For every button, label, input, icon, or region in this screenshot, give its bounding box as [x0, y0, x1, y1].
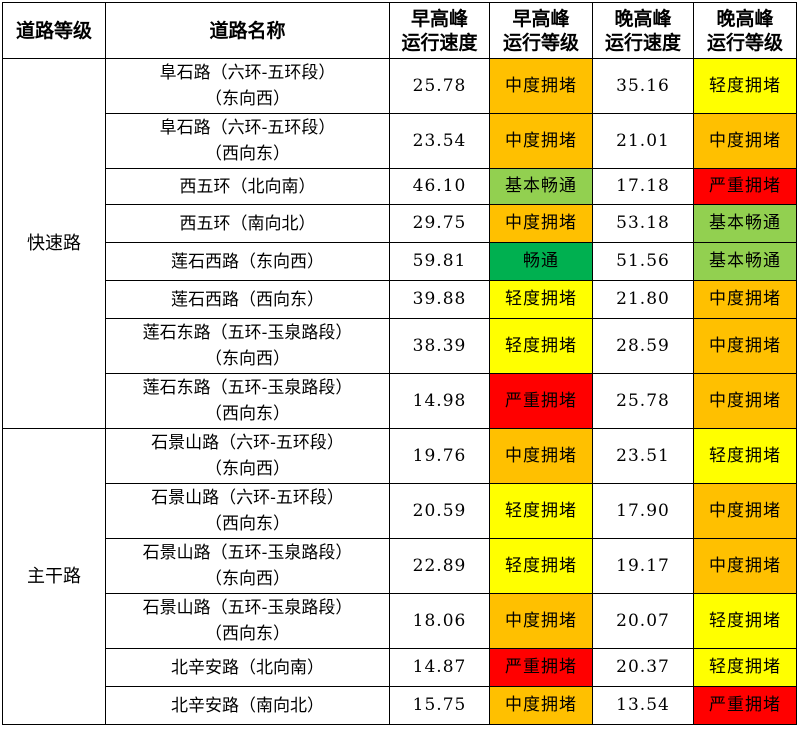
pm-speed-cell: 17.90	[592, 483, 694, 539]
road-grade-cell: 主干路	[2, 428, 106, 725]
header-am-level: 早高峰 运行等级	[489, 2, 593, 59]
table-row: 北辛安路（北向南） 14.87 严重拥堵 20.37 轻度拥堵	[3, 648, 797, 687]
am-level-cell: 畅通	[489, 242, 593, 281]
pm-level-cell: 严重拥堵	[693, 686, 797, 725]
road-name-cell: 北辛安路（南向北）	[105, 686, 390, 725]
am-speed-cell: 22.89	[389, 538, 490, 594]
pm-speed-cell: 23.51	[592, 428, 694, 484]
pm-level-cell: 轻度拥堵	[693, 593, 797, 649]
table-row: 石景山路（五环-玉泉路段） （西向东） 18.06 中度拥堵 20.07 轻度拥堵	[3, 593, 797, 649]
pm-level-cell: 中度拥堵	[693, 280, 797, 319]
table-row: 莲石西路（西向东） 39.88 轻度拥堵 21.80 中度拥堵	[3, 280, 797, 319]
am-speed-cell: 19.76	[389, 428, 490, 484]
pm-speed-cell: 35.16	[592, 58, 694, 114]
table-row: 石景山路（五环-玉泉路段） （东向西） 22.89 轻度拥堵 19.17 中度拥堵	[3, 538, 797, 594]
road-name-cell: 北辛安路（北向南）	[105, 648, 390, 687]
am-speed-cell: 39.88	[389, 280, 490, 319]
pm-speed-cell: 28.59	[592, 318, 694, 374]
road-name-cell: 西五环（北向南）	[105, 168, 390, 205]
road-name-cell: 阜石路（六环-五环段） （东向西）	[105, 58, 390, 114]
pm-level-cell: 中度拥堵	[693, 373, 797, 429]
pm-level-cell: 基本畅通	[693, 242, 797, 281]
am-speed-cell: 20.59	[389, 483, 490, 539]
road-name-cell: 石景山路（六环-五环段） （西向东）	[105, 483, 390, 539]
am-level-cell: 严重拥堵	[489, 648, 593, 687]
road-name-cell: 石景山路（五环-玉泉路段） （西向东）	[105, 593, 390, 649]
pm-speed-cell: 20.37	[592, 648, 694, 687]
road-grade-cell: 快速路	[2, 58, 106, 429]
table-row: 西五环（北向南） 46.10 基本畅通 17.18 严重拥堵	[3, 168, 797, 205]
pm-level-cell: 轻度拥堵	[693, 58, 797, 114]
am-speed-cell: 18.06	[389, 593, 490, 649]
road-name-cell: 石景山路（六环-五环段） （东向西）	[105, 428, 390, 484]
pm-level-cell: 中度拥堵	[693, 538, 797, 594]
pm-speed-cell: 19.17	[592, 538, 694, 594]
road-name-cell: 莲石西路（西向东）	[105, 280, 390, 319]
am-level-cell: 中度拥堵	[489, 113, 593, 169]
road-name-cell: 莲石西路（东向西）	[105, 242, 390, 281]
road-name-cell: 西五环（南向北）	[105, 204, 390, 243]
am-speed-cell: 14.98	[389, 373, 490, 429]
am-level-cell: 中度拥堵	[489, 428, 593, 484]
road-name-cell: 莲石东路（五环-玉泉路段） （西向东）	[105, 373, 390, 429]
am-speed-cell: 29.75	[389, 204, 490, 243]
header-am-speed: 早高峰 运行速度	[389, 2, 490, 59]
pm-speed-cell: 21.80	[592, 280, 694, 319]
header-pm-level: 晚高峰 运行等级	[693, 2, 797, 59]
am-level-cell: 轻度拥堵	[489, 280, 593, 319]
header-grade: 道路等级	[2, 2, 106, 59]
table-row: 北辛安路（南向北） 15.75 中度拥堵 13.54 严重拥堵	[3, 686, 797, 725]
pm-speed-cell: 53.18	[592, 204, 694, 243]
am-speed-cell: 23.54	[389, 113, 490, 169]
road-name-cell: 莲石东路（五环-玉泉路段） （东向西）	[105, 318, 390, 374]
table-row: 莲石西路（东向西） 59.81 畅通 51.56 基本畅通	[3, 242, 797, 281]
am-speed-cell: 38.39	[389, 318, 490, 374]
pm-level-cell: 中度拥堵	[693, 113, 797, 169]
pm-speed-cell: 25.78	[592, 373, 694, 429]
am-level-cell: 中度拥堵	[489, 686, 593, 725]
am-level-cell: 轻度拥堵	[489, 483, 593, 539]
pm-level-cell: 中度拥堵	[693, 318, 797, 374]
table-row: 石景山路（六环-五环段） （西向东） 20.59 轻度拥堵 17.90 中度拥堵	[3, 483, 797, 539]
table-row: 莲石东路（五环-玉泉路段） （西向东） 14.98 严重拥堵 25.78 中度拥堵	[3, 373, 797, 429]
pm-level-cell: 轻度拥堵	[693, 428, 797, 484]
table-row: 阜石路（六环-五环段） （西向东） 23.54 中度拥堵 21.01 中度拥堵	[3, 113, 797, 169]
header-row: 道路等级 道路名称 早高峰 运行速度 早高峰 运行等级 晚高峰 运行速度 晚高峰 运行等…	[2, 2, 797, 59]
am-speed-cell: 14.87	[389, 648, 490, 687]
pm-level-cell: 严重拥堵	[693, 168, 797, 205]
pm-speed-cell: 20.07	[592, 593, 694, 649]
header-pm-speed: 晚高峰 运行速度	[592, 2, 694, 59]
pm-level-cell: 中度拥堵	[693, 483, 797, 539]
table-row: 莲石东路（五环-玉泉路段） （东向西） 38.39 轻度拥堵 28.59 中度拥堵	[3, 318, 797, 374]
am-level-cell: 轻度拥堵	[489, 538, 593, 594]
am-speed-cell: 25.78	[389, 58, 490, 114]
pm-level-cell: 轻度拥堵	[693, 648, 797, 687]
pm-speed-cell: 17.18	[592, 168, 694, 205]
am-level-cell: 严重拥堵	[489, 373, 593, 429]
road-name-cell: 阜石路（六环-五环段） （西向东）	[105, 113, 390, 169]
am-level-cell: 基本畅通	[489, 168, 593, 205]
am-level-cell: 中度拥堵	[489, 58, 593, 114]
road-name-cell: 石景山路（五环-玉泉路段） （东向西）	[105, 538, 390, 594]
am-level-cell: 中度拥堵	[489, 204, 593, 243]
table-row: 主干路 石景山路（六环-五环段） （东向西） 19.76 中度拥堵 23.51 轻…	[2, 428, 797, 725]
pm-level-cell: 基本畅通	[693, 204, 797, 243]
pm-speed-cell: 13.54	[592, 686, 694, 725]
am-speed-cell: 46.10	[389, 168, 490, 205]
am-level-cell: 轻度拥堵	[489, 318, 593, 374]
am-speed-cell: 59.81	[389, 242, 490, 281]
table-row: 快速路 阜石路（六环-五环段） （东向西） 25.78 中度拥堵 35.16 轻度…	[2, 58, 797, 429]
pm-speed-cell: 51.56	[592, 242, 694, 281]
table-row: 西五环（南向北） 29.75 中度拥堵 53.18 基本畅通	[3, 204, 797, 243]
header-name: 道路名称	[105, 2, 390, 59]
pm-speed-cell: 21.01	[592, 113, 694, 169]
am-level-cell: 中度拥堵	[489, 593, 593, 649]
am-speed-cell: 15.75	[389, 686, 490, 725]
